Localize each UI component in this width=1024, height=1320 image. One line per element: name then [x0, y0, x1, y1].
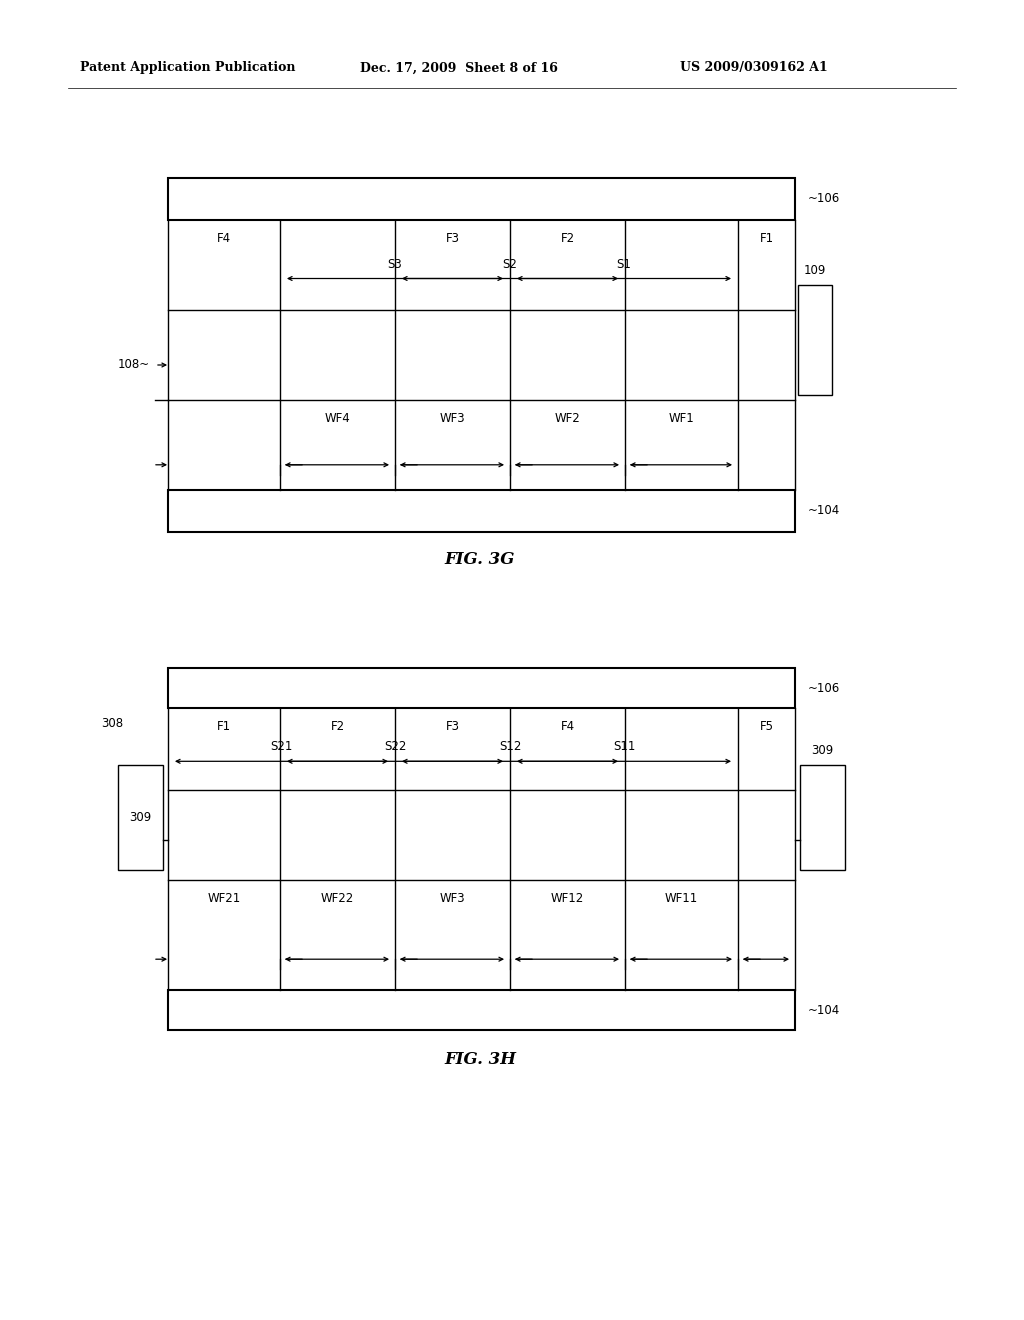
Text: WF4: WF4	[325, 412, 350, 425]
Text: F3: F3	[445, 232, 460, 246]
Text: S11: S11	[612, 741, 635, 754]
Bar	[168, 178, 795, 220]
Text: F2: F2	[560, 232, 574, 246]
Text: WF21: WF21	[208, 892, 241, 906]
Bar	[800, 766, 845, 870]
Text: S12: S12	[499, 741, 521, 754]
Text: 308: 308	[101, 717, 123, 730]
Text: Patent Application Publication: Patent Application Publication	[80, 62, 296, 74]
Text: F4: F4	[217, 232, 231, 246]
Text: FIG. 3G: FIG. 3G	[444, 552, 515, 569]
Text: S2: S2	[503, 257, 517, 271]
Text: 309: 309	[811, 744, 834, 756]
Bar	[168, 490, 795, 532]
Text: US 2009/0309162 A1: US 2009/0309162 A1	[680, 62, 827, 74]
Text: ~104: ~104	[808, 504, 841, 517]
Text: WF22: WF22	[321, 892, 354, 906]
Text: FIG. 3H: FIG. 3H	[444, 1052, 516, 1068]
Text: S3: S3	[388, 257, 402, 271]
Text: WF1: WF1	[669, 412, 694, 425]
Text: 309: 309	[129, 810, 152, 824]
Text: Dec. 17, 2009  Sheet 8 of 16: Dec. 17, 2009 Sheet 8 of 16	[360, 62, 558, 74]
Text: 108~: 108~	[118, 359, 150, 371]
Text: S22: S22	[384, 741, 407, 754]
Text: S1: S1	[616, 257, 632, 271]
Bar	[798, 285, 831, 395]
Text: ~104: ~104	[808, 1003, 841, 1016]
Text: WF11: WF11	[665, 892, 698, 906]
Text: ~106: ~106	[808, 681, 841, 694]
Text: S21: S21	[270, 741, 293, 754]
Text: 109: 109	[804, 264, 826, 277]
Text: WF2: WF2	[555, 412, 581, 425]
Text: WF12: WF12	[551, 892, 584, 906]
Bar	[168, 990, 795, 1030]
Text: F1: F1	[217, 719, 231, 733]
Bar	[168, 668, 795, 708]
Text: F2: F2	[331, 719, 344, 733]
Text: F4: F4	[560, 719, 574, 733]
Text: F1: F1	[760, 232, 773, 246]
Text: WF3: WF3	[439, 412, 465, 425]
Text: F5: F5	[760, 719, 773, 733]
Bar	[118, 766, 163, 870]
Text: ~106: ~106	[808, 193, 841, 206]
Text: F3: F3	[445, 719, 460, 733]
Text: WF3: WF3	[439, 892, 465, 906]
